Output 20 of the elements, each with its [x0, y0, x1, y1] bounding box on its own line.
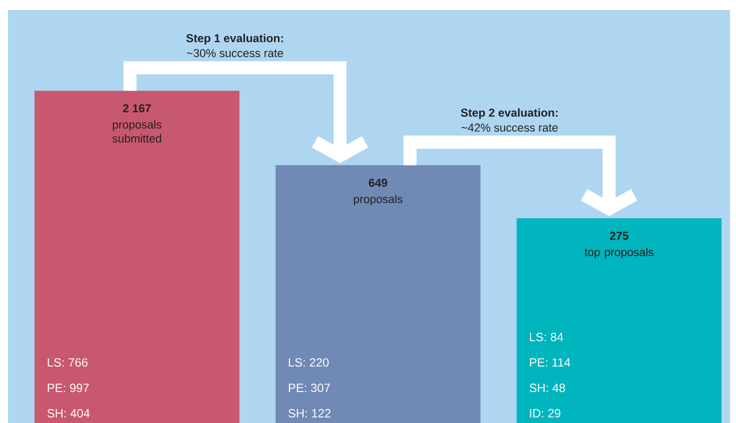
annotation: PE: 114 — [530, 358, 570, 367]
annotation: PE: 307 — [288, 384, 330, 392]
annotation: ID: 29 — [530, 409, 560, 418]
annotation: ~42% success rate — [462, 124, 558, 132]
annotation: SH: 404 — [47, 409, 90, 418]
annotation: SH: 48 — [530, 384, 566, 392]
annotation: LS: 220 — [288, 358, 329, 367]
annotation: top proposals — [584, 248, 654, 258]
annotation: Step 1 evaluation: — [186, 34, 283, 44]
data-label: 649 — [368, 178, 388, 187]
data-label: 2 167 — [123, 104, 151, 112]
annotation: SH: 122 — [288, 409, 331, 418]
annotation: PE: 997 — [48, 384, 89, 392]
data-label: 275 — [610, 232, 628, 240]
annotation: Step 2 evaluation: — [460, 108, 558, 119]
annotation: proposals submitted — [112, 120, 162, 143]
annotation: LS: 84 — [530, 332, 564, 342]
annotation: ~30% success rate — [186, 49, 284, 58]
annotation: proposals — [354, 194, 402, 206]
annotation: LS: 766 — [48, 358, 88, 367]
